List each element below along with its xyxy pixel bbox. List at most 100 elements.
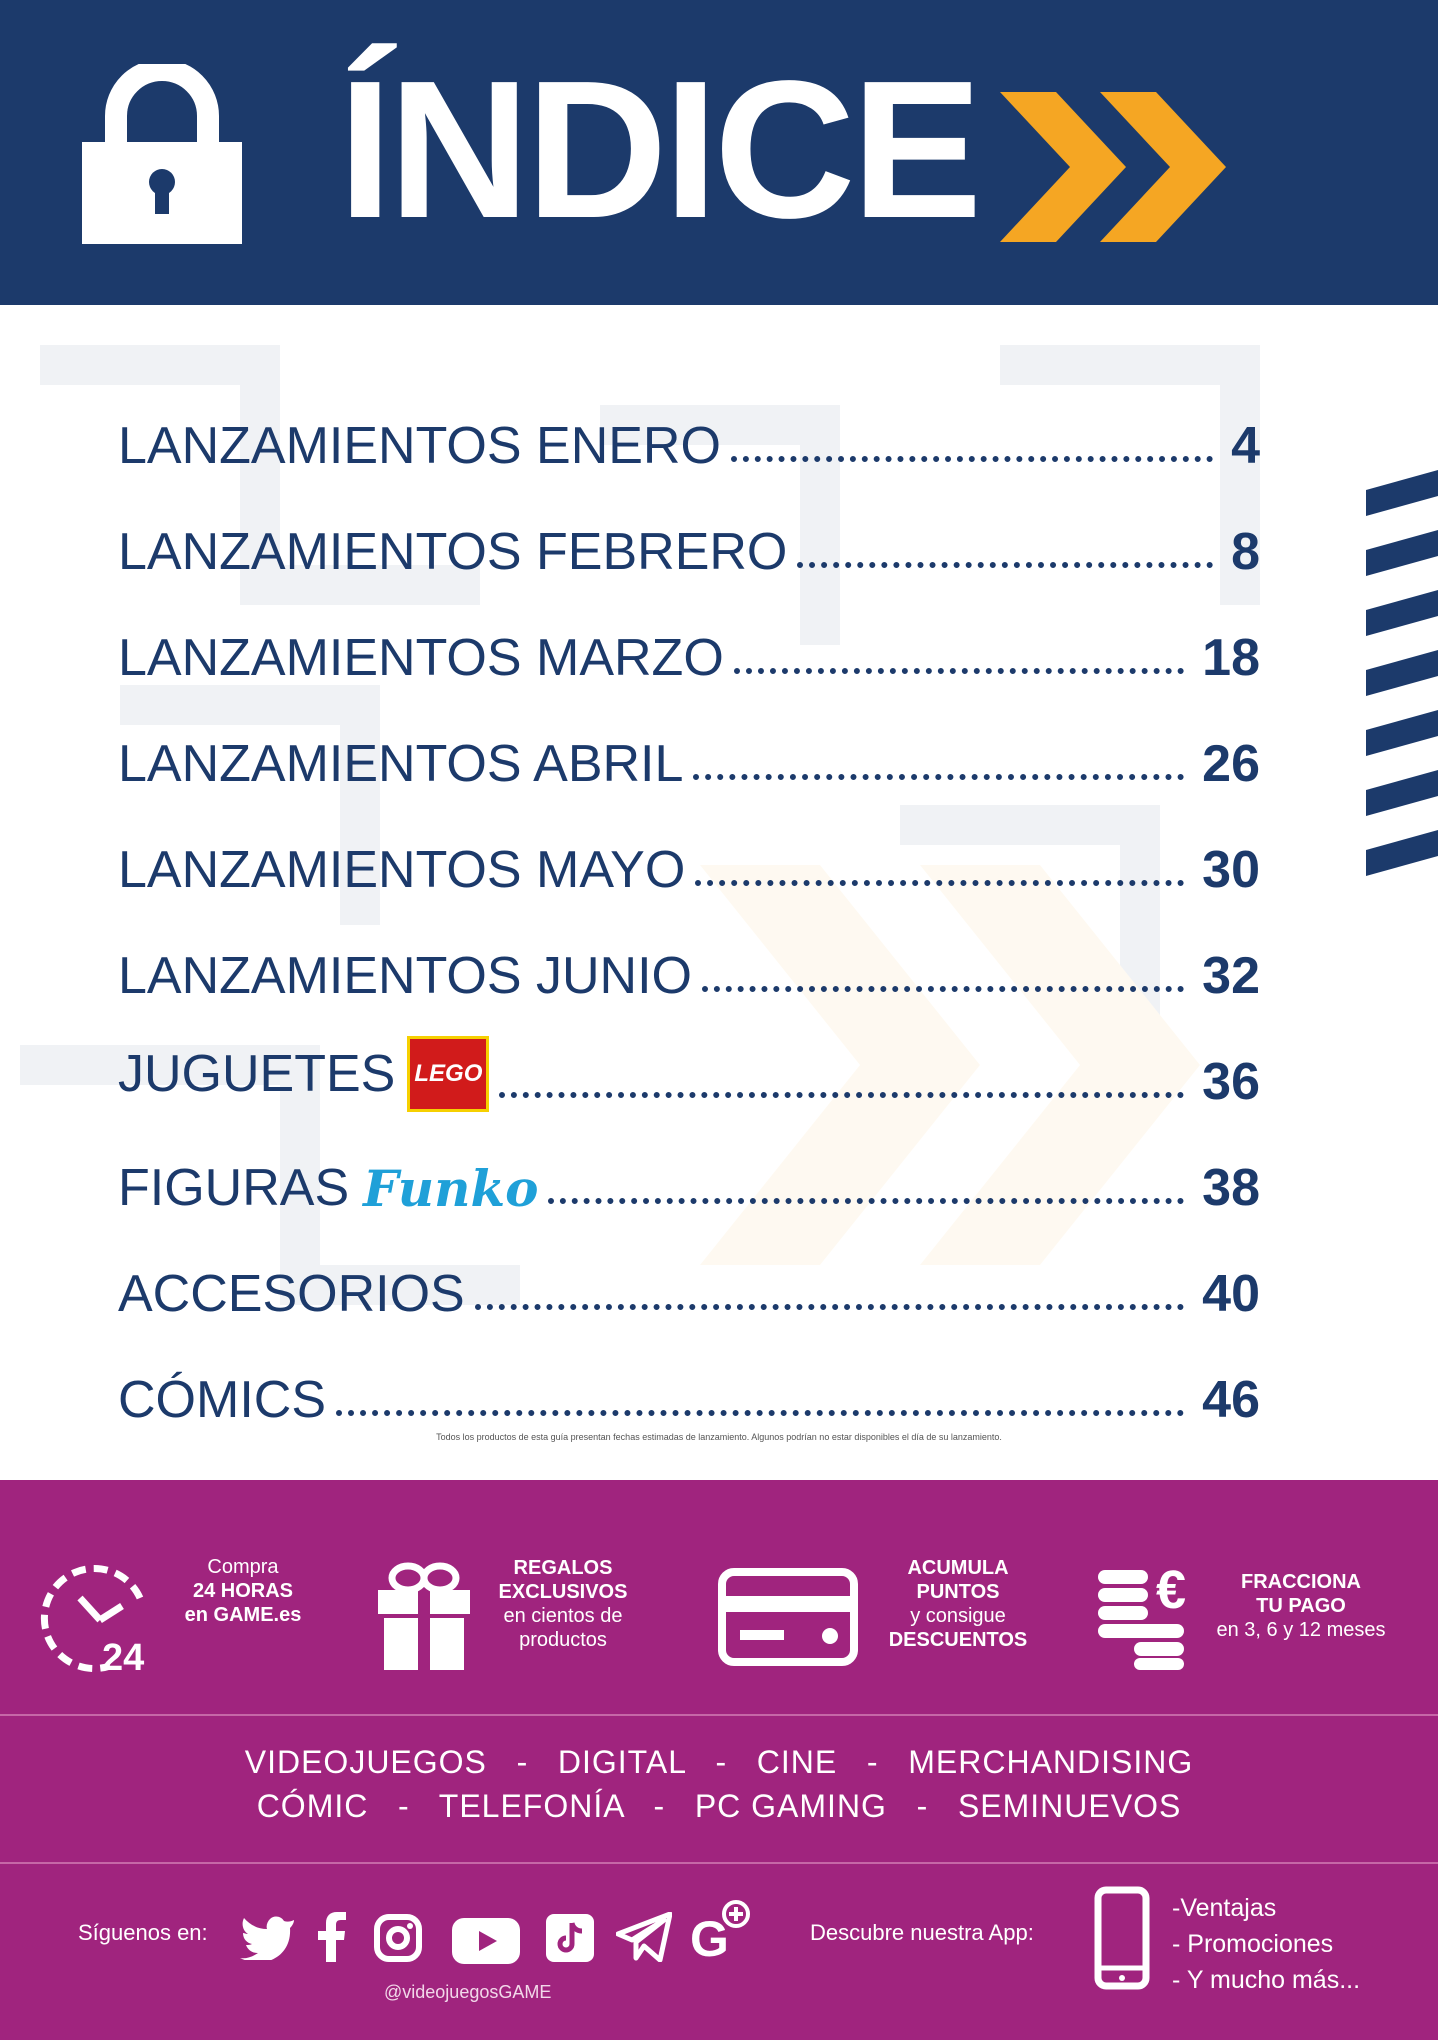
feature-line: DESCUENTOS [888, 1629, 1028, 1651]
instagram-icon[interactable] [374, 1914, 422, 1962]
social-handle[interactable]: @videojuegosGAME [384, 1982, 552, 2002]
toc-row-febrero[interactable]: LANZAMIENTOS FEBRERO 8 [118, 476, 1260, 582]
toc-label: LANZAMIENTOS JUNIO [118, 947, 693, 1005]
decorative-stripes [1366, 470, 1438, 876]
header-banner: ÍNDICE [0, 0, 1438, 305]
feature-24-horas: Compra 24 HORAS en GAME.es [168, 1555, 318, 1627]
feature-line: en cientos de [503, 1605, 623, 1627]
twitter-icon[interactable] [240, 1914, 296, 1960]
toc-row-marzo[interactable]: LANZAMIENTOS MARZO 18 [118, 582, 1260, 688]
table-of-contents: LANZAMIENTOS ENERO 4 LANZAMIENTOS FEBRER… [118, 370, 1260, 1430]
toc-page-number: 18 [1202, 629, 1260, 687]
category-telefonia[interactable]: TELEFONÍA [438, 1788, 624, 1824]
toc-row-figuras[interactable]: FIGURAS Funko 38 [118, 1112, 1260, 1218]
background-pattern [20, 345, 1260, 1305]
toc-label: FIGURAS [118, 1159, 350, 1217]
clock-24-badge: 24 [102, 1637, 144, 1678]
toc-label: LANZAMIENTOS FEBRERO [118, 523, 788, 581]
toc-label: JUGUETES [118, 1045, 396, 1103]
toc-leader [336, 1409, 1185, 1416]
toc-page-number: 30 [1202, 841, 1260, 899]
category-separator: - [398, 1788, 410, 1824]
youtube-icon[interactable] [452, 1918, 520, 1964]
toc-label: LANZAMIENTOS MARZO [118, 629, 724, 687]
toc-page-number: 32 [1202, 947, 1260, 1005]
toc-row-enero[interactable]: LANZAMIENTOS ENERO 4 [118, 370, 1260, 476]
google-plus-icon[interactable]: G [690, 1898, 754, 1962]
toc-leader [733, 667, 1185, 674]
category-cine[interactable]: CINE [756, 1744, 838, 1780]
feature-line: Compra [207, 1556, 279, 1578]
feature-line: TU PAGO [1256, 1595, 1346, 1617]
category-digital[interactable]: DIGITAL [557, 1744, 686, 1780]
toc-page-number: 4 [1231, 417, 1260, 475]
feature-regalos: REGALOS EXCLUSIVOS en cientos de product… [478, 1556, 648, 1652]
toc-leader [695, 879, 1185, 886]
toc-page-number: 8 [1231, 523, 1260, 581]
toc-leader [474, 1303, 1185, 1310]
toc-row-junio[interactable]: LANZAMIENTOS JUNIO 32 [118, 900, 1260, 1006]
category-seminuevos[interactable]: SEMINUEVOS [957, 1788, 1182, 1824]
divider [0, 1862, 1438, 1864]
category-merchandising[interactable]: MERCHANDISING [908, 1744, 1194, 1780]
toc-leader [548, 1197, 1185, 1204]
categories-line-2: CÓMIC - TELEFONÍA - PC GAMING - SEMINUEV… [0, 1788, 1438, 1825]
toc-leader [702, 985, 1185, 992]
app-label: Descubre nuestra App: [810, 1920, 1034, 1945]
feature-line: FRACCIONA [1241, 1571, 1361, 1593]
feature-line: PUNTOS [916, 1581, 1000, 1603]
feature-line: REGALOS [513, 1557, 613, 1579]
toc-page-number: 40 [1202, 1265, 1260, 1323]
toc-row-mayo[interactable]: LANZAMIENTOS MAYO 30 [118, 794, 1260, 900]
toc-page-number: 26 [1202, 735, 1260, 793]
feature-line: y consigue [910, 1605, 1006, 1627]
toc-row-juguetes[interactable]: JUGUETES LEGO 36 [118, 1006, 1260, 1112]
category-separator: - [866, 1744, 879, 1780]
toc-label: ACCESORIOS [118, 1265, 465, 1323]
feature-puntos: ACUMULA PUNTOS y consigue DESCUENTOS [868, 1556, 1048, 1652]
divider [0, 1714, 1438, 1716]
svg-text:€: € [1156, 1560, 1186, 1620]
funko-logo: Funko [363, 1158, 539, 1218]
app-benefit-item: -Ventajas [1172, 1894, 1277, 1922]
toc-label: CÓMICS [118, 1371, 326, 1429]
toc-leader [730, 455, 1214, 462]
category-videojuegos[interactable]: VIDEOJUEGOS [244, 1744, 487, 1780]
follow-label: Síguenos en: [78, 1920, 208, 1945]
toc-row-abril[interactable]: LANZAMIENTOS ABRIL 26 [118, 688, 1260, 794]
feature-line: EXCLUSIVOS [498, 1581, 628, 1603]
toc-page-number: 38 [1202, 1159, 1260, 1217]
feature-line: 24 HORAS [192, 1580, 294, 1602]
gift-icon [378, 1562, 470, 1670]
feature-line: en 3, 6 y 12 meses [1216, 1619, 1386, 1641]
category-separator: - [516, 1744, 529, 1780]
categories-line-1: VIDEOJUEGOS - DIGITAL - CINE - MERCHANDI… [0, 1744, 1438, 1781]
toc-row-comics[interactable]: CÓMICS 46 [118, 1324, 1260, 1430]
feature-line: productos [519, 1629, 607, 1651]
fine-print: Todos los productos de esta guía present… [436, 1432, 1002, 1442]
toc-leader [797, 561, 1214, 568]
smartphone-icon [1094, 1886, 1150, 1990]
tiktok-icon[interactable] [546, 1914, 594, 1962]
coins-euro-icon: € [1098, 1560, 1186, 1670]
toc-label: LANZAMIENTOS ABRIL [118, 735, 684, 793]
toc-label: LANZAMIENTOS ENERO [118, 417, 721, 475]
toc-row-accesorios[interactable]: ACCESORIOS 40 [118, 1218, 1260, 1324]
toc-page-number: 46 [1202, 1371, 1260, 1429]
category-separator: - [653, 1788, 666, 1824]
feature-line: ACUMULA [907, 1557, 1009, 1579]
category-separator: - [916, 1788, 929, 1824]
toc-page-number: 36 [1202, 1053, 1260, 1111]
toc-label: LANZAMIENTOS MAYO [118, 841, 686, 899]
category-pc-gaming[interactable]: PC GAMING [694, 1788, 887, 1824]
app-benefit-item: - Y mucho más... [1172, 1966, 1361, 1994]
telegram-icon[interactable] [616, 1912, 672, 1962]
padlock-icon [82, 64, 242, 244]
feature-line: en GAME.es [184, 1604, 302, 1626]
facebook-icon[interactable] [316, 1912, 346, 1962]
app-benefit-item: - Promociones [1172, 1930, 1334, 1958]
card-icon [718, 1568, 858, 1666]
lego-logo: LEGO [407, 1036, 490, 1112]
svg-text:G: G [690, 1911, 729, 1962]
category-comic[interactable]: CÓMIC [256, 1788, 369, 1824]
